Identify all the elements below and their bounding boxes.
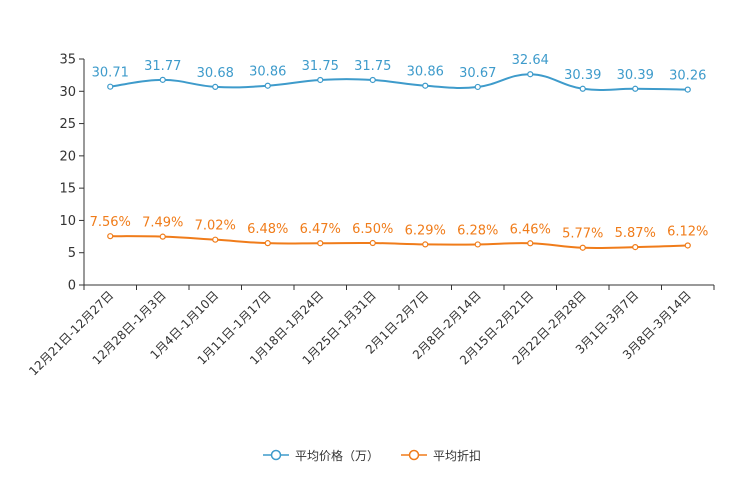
y-tick-label: 15 [59, 182, 76, 197]
price-data-label: 30.86 [249, 65, 286, 80]
price-point [579, 85, 586, 92]
y-tick-label: 0 [68, 279, 76, 294]
price-point [264, 82, 271, 89]
y-tick-label: 35 [59, 53, 76, 68]
discount-point [474, 241, 481, 248]
y-tick-label: 20 [59, 149, 76, 164]
legend-item-price[interactable]: 平均价格（万） [262, 447, 379, 464]
price-point [684, 86, 691, 93]
price-data-label: 30.39 [564, 68, 601, 83]
chart-legend: 平均价格（万） 平均折扣 [0, 446, 744, 464]
price-point [474, 83, 481, 91]
x-tick-label: 12月21日-12月27日 [26, 288, 116, 378]
price-point [212, 83, 219, 90]
legend-discount-icon [401, 449, 427, 461]
discount-point [264, 240, 271, 247]
discount-data-label: 7.02% [195, 219, 236, 234]
discount-line [110, 235, 688, 250]
price-data-label: 31.77 [144, 59, 181, 74]
discount-data-label: 5.77% [562, 227, 603, 242]
y-tick-label: 25 [59, 117, 76, 132]
price-point [107, 83, 114, 90]
discount-data-label: 7.56% [90, 215, 131, 230]
price-point [369, 76, 376, 84]
price-point [159, 76, 166, 83]
price-point [317, 76, 324, 84]
legend-price-icon [262, 449, 289, 461]
line-chart: 0510152025303512月21日-12月27日12月28日-1月3日1月… [26, 53, 715, 378]
y-tick-label: 5 [68, 246, 76, 261]
price-data-label: 30.39 [617, 68, 654, 83]
price-data-label: 30.68 [197, 66, 234, 81]
series-discount: 7.56% 7.49% 7.02% 6.48% 6.47% 6.50% 6.29% 6.28%… [90, 215, 708, 251]
discount-data-label: 6.50% [352, 222, 393, 237]
price-data-label: 31.75 [354, 59, 391, 74]
discount-point [369, 239, 376, 247]
discount-data-label: 6.29% [405, 223, 446, 238]
y-tick-label: 10 [59, 214, 76, 229]
discount-data-label: 6.46% [510, 222, 551, 237]
price-data-label: 30.26 [669, 69, 706, 84]
price-point [632, 85, 639, 92]
series-price: 30.71 31.77 30.68 30.86 31.75 31.75 30.86 30.67… [92, 53, 706, 93]
discount-data-label: 7.49% [142, 216, 183, 231]
discount-point [317, 240, 324, 247]
discount-point [527, 240, 534, 247]
discount-point [422, 241, 429, 248]
chart-series: 30.71 31.77 30.68 30.86 31.75 31.75 30.86 30.67… [90, 53, 708, 251]
price-data-label: 31.75 [302, 59, 339, 74]
discount-point [579, 244, 586, 251]
price-data-label: 32.64 [512, 53, 549, 68]
price-data-label: 30.86 [407, 65, 444, 80]
legend-price-label: 平均价格（万） [294, 448, 379, 463]
discount-data-label: 6.12% [667, 224, 708, 239]
discount-data-label: 6.48% [247, 222, 288, 237]
price-point [527, 71, 534, 78]
discount-point [632, 243, 639, 251]
discount-data-label: 6.28% [457, 223, 498, 238]
discount-point [159, 233, 166, 240]
discount-point [684, 242, 691, 249]
price-line [110, 73, 688, 92]
price-data-label: 30.71 [92, 66, 129, 81]
y-tick-label: 30 [59, 85, 76, 100]
discount-point [212, 236, 219, 243]
discount-point [107, 233, 114, 240]
discount-data-label: 5.87% [615, 226, 656, 241]
discount-data-label: 6.47% [300, 222, 341, 237]
price-point [422, 82, 429, 89]
legend-item-discount[interactable]: 平均折扣 [401, 447, 481, 464]
legend-discount-label: 平均折扣 [433, 448, 482, 463]
price-data-label: 30.67 [459, 66, 496, 81]
